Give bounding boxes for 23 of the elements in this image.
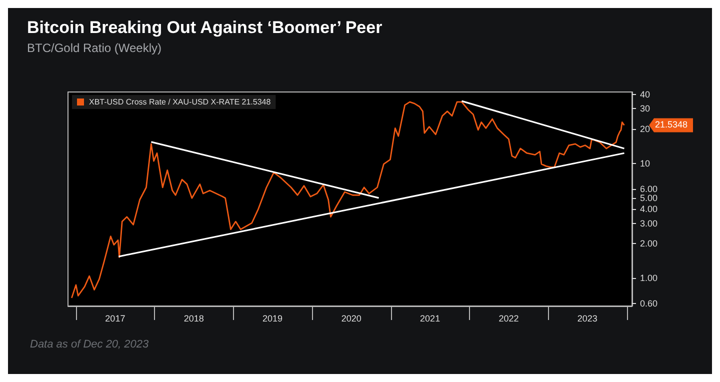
chart-subtitle: BTC/Gold Ratio (Weekly) [27,41,162,55]
legend-label: XBT-USD Cross Rate / XAU-USD X-RATE 21.5348 [89,98,272,106]
y-tick-label: 2.00 [640,238,658,249]
y-tick-label: 20 [640,124,650,134]
x-tick-label: 2019 [262,314,283,324]
x-tick-label: 2017 [105,314,126,324]
y-tick-label: 1.00 [640,273,658,284]
text: Data as of Dec 20, 2023 [30,338,150,350]
x-tick-label: 2022 [498,314,519,324]
y-tick-label: 6.00 [640,184,658,194]
y-tick-label: 30 [640,104,650,114]
x-tick-label: 2023 [577,314,598,324]
x-tick-label: 2020 [341,314,362,324]
y-tick-label: 3.00 [640,218,658,228]
chart-title: Bitcoin Breaking Out Against ‘Boomer’ Peer [27,18,383,37]
y-tick-label: 5.00 [640,192,658,203]
text: 21.5348 [655,120,688,130]
y-tick-label: 4.00 [640,204,658,214]
y-tick-label: 10 [640,158,650,168]
x-tick-label: 2018 [184,314,204,324]
y-tick-label: 0.60 [640,298,658,308]
y-tick-label: 40 [640,89,650,100]
x-tick-label: 2021 [420,314,440,324]
